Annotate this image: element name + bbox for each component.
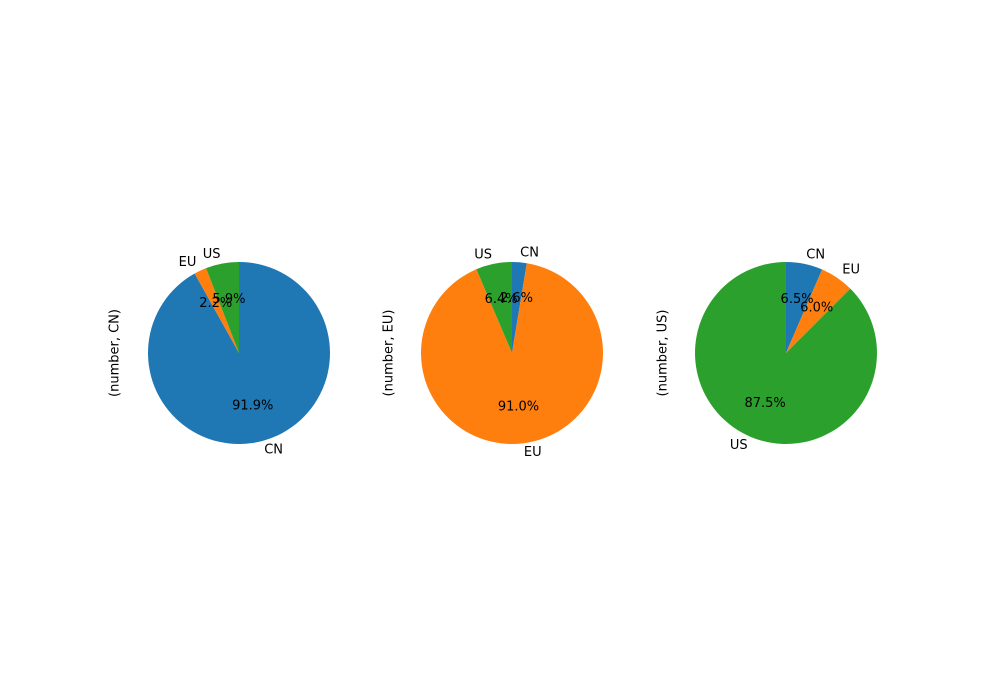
- pie-1-slice-cn: [147, 262, 330, 444]
- pie-1-ylabel: (number, CN): [108, 309, 123, 397]
- pie-chart-1: CN 91.9% EU 2.2% US 5.9% (number, CN): [108, 247, 330, 457]
- pie-1-pct-us: 5.9%: [212, 292, 245, 307]
- pie-3-pct-eu: 6.0%: [800, 300, 833, 315]
- pie-2-pct-cn: 2.6%: [500, 291, 533, 306]
- pie-3-label-cn: CN: [806, 247, 825, 262]
- pie-2-slice-us: [476, 262, 512, 353]
- pie-3-label-eu: EU: [842, 263, 860, 278]
- pie-3-slice-cn: [786, 262, 823, 353]
- pie-1-pct-cn: 91.9%: [232, 398, 273, 413]
- pie-chart-3: CN 6.5% EU 6.0% US 87.5% (number, US): [656, 247, 878, 453]
- pie-2-pct-us: 6.4%: [485, 292, 518, 307]
- pie-1-slice-eu: [194, 268, 239, 353]
- pie-1-pct-eu: 2.2%: [199, 296, 232, 311]
- pie-2-label-eu: EU: [524, 445, 542, 460]
- pie-2-pct-eu: 91.0%: [498, 400, 539, 415]
- pie-3-slice-us: [695, 262, 878, 445]
- pie-2-slice-eu: [421, 263, 603, 444]
- pie-2-label-cn: CN: [520, 246, 539, 261]
- pie-3-slice-eu: [786, 269, 851, 353]
- pie-2-ylabel: (number, EU): [382, 310, 397, 397]
- pie-2-slice-cn: [512, 262, 527, 353]
- pie-3-pct-us: 87.5%: [744, 396, 785, 411]
- pie-1-label-eu: EU: [179, 255, 197, 270]
- pie-3-pct-cn: 6.5%: [781, 292, 814, 307]
- pie-1-label-cn: CN: [264, 442, 283, 457]
- pie-1-slice-us: [206, 262, 239, 353]
- pie-1-label-us: US: [203, 247, 221, 262]
- pie-2-label-us: US: [474, 247, 492, 262]
- pie-chart-2: CN 2.6% EU 91.0% US 6.4% (number, EU): [382, 246, 603, 460]
- pie-3-ylabel: (number, US): [656, 310, 671, 397]
- pie-3-label-us: US: [730, 438, 748, 453]
